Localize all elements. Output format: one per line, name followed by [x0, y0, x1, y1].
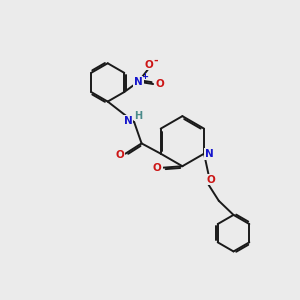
- Text: O: O: [206, 175, 215, 184]
- Text: +: +: [141, 72, 148, 81]
- Text: O: O: [115, 150, 124, 160]
- Text: O: O: [145, 60, 154, 70]
- Text: N: N: [124, 116, 133, 126]
- Text: -: -: [154, 56, 158, 66]
- Text: N: N: [134, 77, 143, 87]
- Text: H: H: [135, 111, 143, 121]
- Text: O: O: [155, 79, 164, 89]
- Text: O: O: [153, 163, 162, 173]
- Text: N: N: [205, 149, 214, 159]
